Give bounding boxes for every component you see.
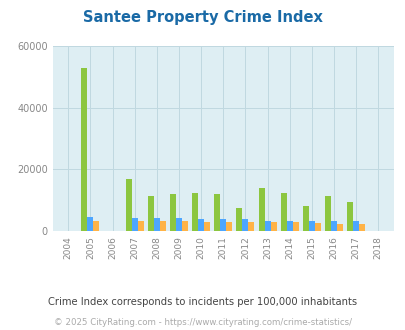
Bar <box>302 206 308 231</box>
Bar <box>220 219 226 231</box>
Bar <box>126 179 131 231</box>
Bar <box>160 221 165 231</box>
Bar <box>181 221 188 231</box>
Bar <box>226 222 232 231</box>
Bar <box>330 221 336 231</box>
Bar <box>280 192 286 231</box>
Text: © 2025 CityRating.com - https://www.cityrating.com/crime-statistics/: © 2025 CityRating.com - https://www.city… <box>54 318 351 327</box>
Text: Crime Index corresponds to incidents per 100,000 inhabitants: Crime Index corresponds to incidents per… <box>48 297 357 307</box>
Bar <box>147 196 153 231</box>
Bar <box>270 222 276 231</box>
Bar <box>131 218 137 231</box>
Bar <box>242 219 248 231</box>
Bar <box>87 217 93 231</box>
Bar <box>264 220 270 231</box>
Bar <box>236 208 242 231</box>
Bar <box>258 188 264 231</box>
Bar <box>292 222 298 231</box>
Bar <box>153 218 160 231</box>
Text: Santee Property Crime Index: Santee Property Crime Index <box>83 10 322 25</box>
Bar <box>314 223 320 231</box>
Bar <box>81 68 87 231</box>
Bar <box>176 218 181 231</box>
Bar <box>308 221 314 231</box>
Bar <box>358 224 364 231</box>
Bar <box>324 196 330 231</box>
Bar <box>137 221 143 231</box>
Bar <box>192 192 198 231</box>
Bar <box>352 221 358 231</box>
Bar <box>204 222 210 231</box>
Bar <box>170 194 176 231</box>
Bar <box>286 221 292 231</box>
Bar <box>198 219 204 231</box>
Bar <box>336 224 342 231</box>
Bar <box>346 202 352 231</box>
Bar <box>248 222 254 231</box>
Bar <box>93 221 99 231</box>
Bar <box>214 194 220 231</box>
